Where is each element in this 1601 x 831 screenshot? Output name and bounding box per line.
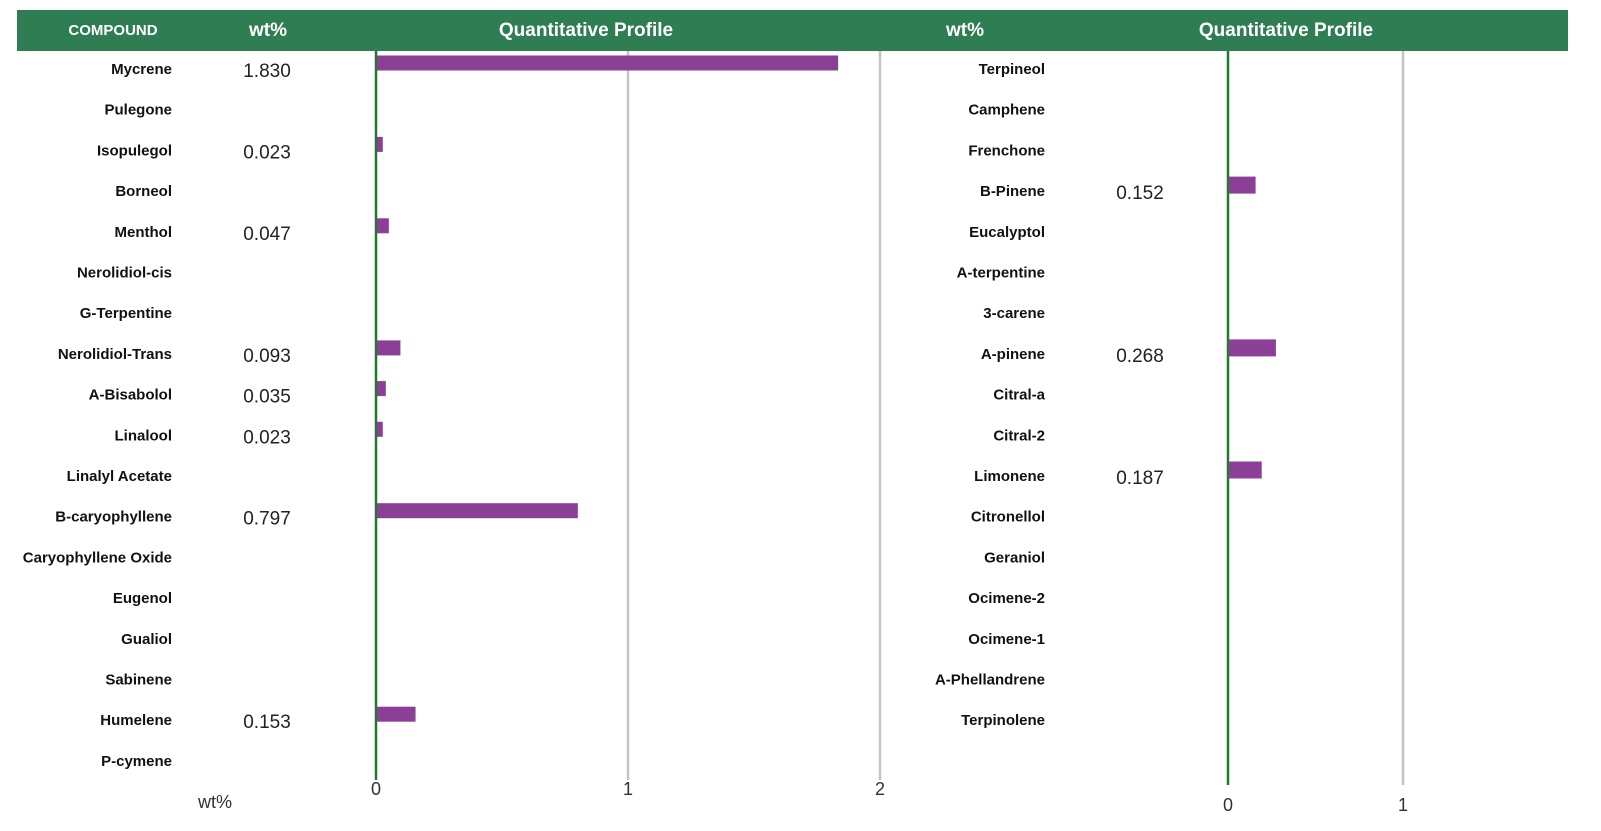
header-profile: Quantitative Profile xyxy=(499,20,673,41)
bar xyxy=(377,136,383,152)
bar xyxy=(1229,176,1256,194)
bar xyxy=(377,381,386,397)
category-label: Caryophyllene Oxide xyxy=(23,549,172,566)
value-label: 0.187 xyxy=(1116,468,1164,489)
category-label: G-Terpentine xyxy=(80,305,172,322)
category-label: Sabinene xyxy=(105,671,172,688)
category-label: Pulegone xyxy=(104,102,172,119)
value-label: 1.830 xyxy=(243,61,291,82)
category-label: Humelene xyxy=(100,712,172,729)
value-label: 0.093 xyxy=(243,346,291,367)
category-label: Eugenol xyxy=(113,590,172,607)
category-label: Terpinolene xyxy=(961,712,1045,729)
category-label: Geraniol xyxy=(984,549,1045,566)
value-label: 0.797 xyxy=(243,509,291,530)
x-axis-label: wt% xyxy=(197,792,232,812)
category-label: A-Bisabolol xyxy=(89,387,172,404)
category-label: Ocimene-2 xyxy=(968,590,1045,607)
category-label: Borneol xyxy=(115,183,172,200)
header-wt: wt% xyxy=(945,20,984,41)
category-label: A-terpentine xyxy=(957,264,1045,281)
header-compound: COMPOUND xyxy=(68,22,157,39)
category-label: B-caryophyllene xyxy=(55,509,172,526)
category-label: Citral-a xyxy=(993,387,1045,404)
category-label: Citral-2 xyxy=(993,427,1045,444)
x-tick-label: 0 xyxy=(371,779,381,799)
category-label: Citronellol xyxy=(971,509,1045,526)
category-label: Menthol xyxy=(115,224,173,241)
category-label: A-pinene xyxy=(981,346,1045,363)
category-label: Isopulegol xyxy=(97,142,172,159)
category-label: P-cymene xyxy=(101,753,172,770)
x-tick-label: 2 xyxy=(875,779,885,799)
category-label: Ocimene-1 xyxy=(968,631,1045,648)
category-label: A-Phellandrene xyxy=(935,671,1045,688)
category-label: Mycrene xyxy=(111,61,172,78)
category-label: Eucalyptol xyxy=(969,224,1045,241)
value-label: 0.047 xyxy=(243,224,291,245)
category-label: B-Pinene xyxy=(980,183,1045,200)
header-profile: Quantitative Profile xyxy=(1199,20,1373,41)
bar xyxy=(377,421,383,437)
value-label: 0.268 xyxy=(1116,346,1164,367)
category-label: Gualiol xyxy=(121,631,172,648)
value-label: 0.023 xyxy=(243,142,291,163)
category-label: Terpineol xyxy=(979,61,1045,78)
bar xyxy=(377,218,389,234)
bar xyxy=(1229,339,1276,357)
value-label: 0.153 xyxy=(243,712,291,733)
bar xyxy=(377,503,578,519)
bar xyxy=(377,340,401,356)
x-tick-label: 0 xyxy=(1223,795,1233,815)
value-label: 0.152 xyxy=(1116,183,1164,204)
bar xyxy=(377,706,416,722)
bar xyxy=(1229,461,1262,479)
header-wt: wt% xyxy=(248,20,287,41)
bar xyxy=(377,55,839,71)
value-label: 0.023 xyxy=(243,427,291,448)
category-label: Limonene xyxy=(974,468,1045,485)
category-label: Nerolidiol-Trans xyxy=(58,346,172,363)
category-label: Nerolidiol-cis xyxy=(77,264,172,281)
value-label: 0.035 xyxy=(243,387,291,408)
category-label: 3-carene xyxy=(983,305,1045,322)
category-label: Linalyl Acetate xyxy=(67,468,172,485)
x-tick-label: 1 xyxy=(623,779,633,799)
header-bar xyxy=(17,10,1568,51)
category-label: Linalool xyxy=(115,427,173,444)
category-label: Frenchone xyxy=(968,142,1045,159)
x-tick-label: 1 xyxy=(1398,795,1408,815)
category-label: Camphene xyxy=(968,102,1045,119)
